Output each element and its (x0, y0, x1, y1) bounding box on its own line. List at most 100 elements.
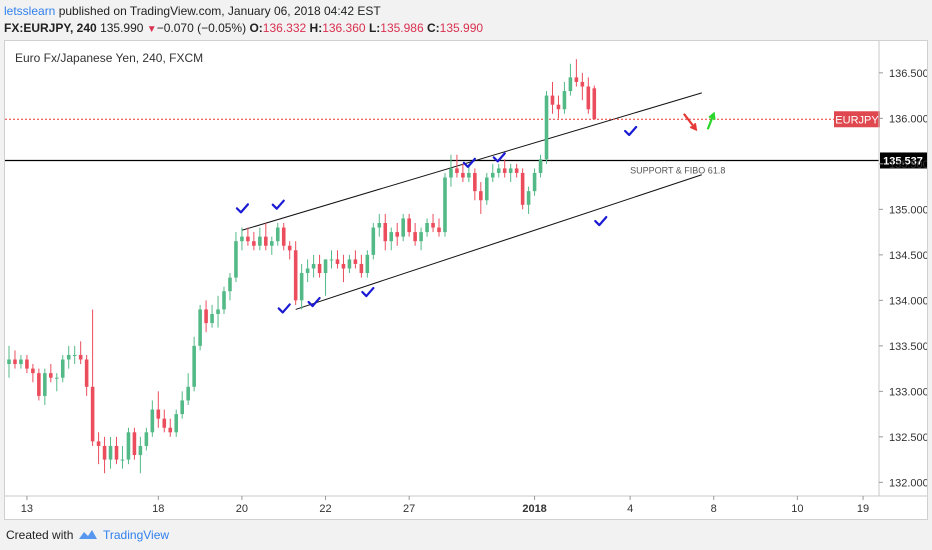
candle[interactable] (401, 213, 405, 242)
candle[interactable] (341, 254, 346, 283)
candle[interactable] (281, 223, 286, 251)
candle[interactable] (371, 223, 376, 260)
candle[interactable] (437, 218, 441, 237)
candle[interactable] (323, 259, 328, 296)
candle[interactable] (473, 168, 477, 201)
candle[interactable] (49, 364, 53, 383)
candle[interactable] (198, 304, 202, 351)
candle[interactable] (102, 436, 107, 474)
lower-channel-line[interactable] (295, 174, 702, 310)
candle[interactable] (305, 259, 310, 283)
candle[interactable] (580, 72, 585, 101)
candle[interactable] (455, 154, 459, 178)
candle[interactable] (210, 304, 214, 328)
candle[interactable] (120, 445, 125, 469)
candle[interactable] (377, 213, 382, 237)
candle[interactable] (54, 373, 59, 392)
candle[interactable] (66, 345, 71, 369)
candle[interactable] (96, 432, 101, 465)
candle[interactable] (556, 95, 561, 119)
candle[interactable] (461, 163, 465, 183)
candle[interactable] (347, 254, 352, 274)
candle[interactable] (502, 159, 507, 178)
candle[interactable] (329, 250, 334, 269)
candle[interactable] (138, 436, 143, 474)
candle[interactable] (395, 223, 399, 246)
candle[interactable] (293, 241, 298, 305)
candle[interactable] (132, 427, 137, 460)
candle[interactable] (126, 427, 131, 465)
candle[interactable] (425, 218, 429, 237)
candle[interactable] (19, 354, 23, 369)
candle[interactable] (269, 236, 274, 255)
candle[interactable] (204, 300, 208, 333)
candle[interactable] (240, 227, 244, 251)
candle[interactable] (514, 163, 519, 178)
candle[interactable] (287, 241, 292, 260)
chart-panel[interactable]: 135.537 SUPPORT & FIBO 61.8 EURJPY 132.000… (4, 40, 929, 520)
candle[interactable] (31, 364, 35, 383)
candle[interactable] (108, 436, 113, 469)
candle[interactable] (72, 345, 77, 365)
candle[interactable] (150, 400, 155, 437)
candle[interactable] (365, 250, 370, 278)
candle[interactable] (568, 63, 573, 96)
candle[interactable] (114, 436, 119, 465)
candle[interactable] (389, 227, 394, 251)
tradingview-brand-link[interactable]: TradingView (103, 528, 170, 542)
candle[interactable] (353, 250, 358, 269)
candle[interactable] (574, 59, 579, 87)
candle[interactable] (275, 223, 280, 246)
candle[interactable] (90, 309, 95, 446)
candle[interactable] (7, 345, 11, 378)
candle[interactable] (60, 354, 65, 383)
candle[interactable] (485, 172, 489, 205)
candle[interactable] (443, 172, 447, 237)
candle[interactable] (544, 91, 549, 164)
candle[interactable] (586, 77, 591, 114)
candle[interactable] (520, 168, 525, 210)
candle[interactable] (449, 154, 453, 187)
candle[interactable] (144, 427, 149, 451)
candle[interactable] (413, 223, 417, 246)
candle[interactable] (490, 163, 495, 183)
candle[interactable] (264, 223, 268, 251)
candle[interactable] (508, 163, 513, 183)
candle[interactable] (562, 81, 567, 114)
candle[interactable] (168, 418, 173, 437)
candle[interactable] (550, 81, 555, 114)
candle[interactable] (246, 227, 250, 246)
candle[interactable] (13, 350, 17, 369)
candle[interactable] (180, 391, 184, 419)
candle[interactable] (25, 354, 29, 374)
candle[interactable] (222, 286, 226, 314)
author-link[interactable]: letsslearn (4, 4, 56, 18)
candle[interactable] (592, 85, 597, 120)
candle[interactable] (216, 295, 220, 328)
candle[interactable] (526, 186, 531, 214)
candle[interactable] (192, 336, 196, 392)
candle[interactable] (252, 232, 256, 251)
candle[interactable] (532, 168, 537, 196)
candle[interactable] (311, 254, 316, 278)
candle[interactable] (228, 273, 232, 301)
candle[interactable] (407, 213, 411, 237)
candle[interactable] (383, 213, 388, 251)
candle[interactable] (299, 263, 304, 310)
candle[interactable] (359, 254, 364, 278)
candle[interactable] (419, 227, 423, 251)
candle[interactable] (234, 232, 238, 283)
candle[interactable] (84, 354, 89, 396)
candle[interactable] (156, 391, 161, 428)
candle[interactable] (186, 373, 190, 405)
candle[interactable] (78, 341, 83, 365)
candle[interactable] (431, 213, 435, 233)
candle[interactable] (162, 409, 167, 433)
candle[interactable] (43, 368, 47, 405)
candle[interactable] (538, 154, 543, 178)
candle[interactable] (496, 163, 501, 178)
candle[interactable] (174, 409, 179, 437)
candle[interactable] (479, 182, 483, 214)
candlestick-chart[interactable]: 135.537 SUPPORT & FIBO 61.8 EURJPY 132.000… (5, 41, 929, 519)
candle[interactable] (37, 368, 41, 401)
